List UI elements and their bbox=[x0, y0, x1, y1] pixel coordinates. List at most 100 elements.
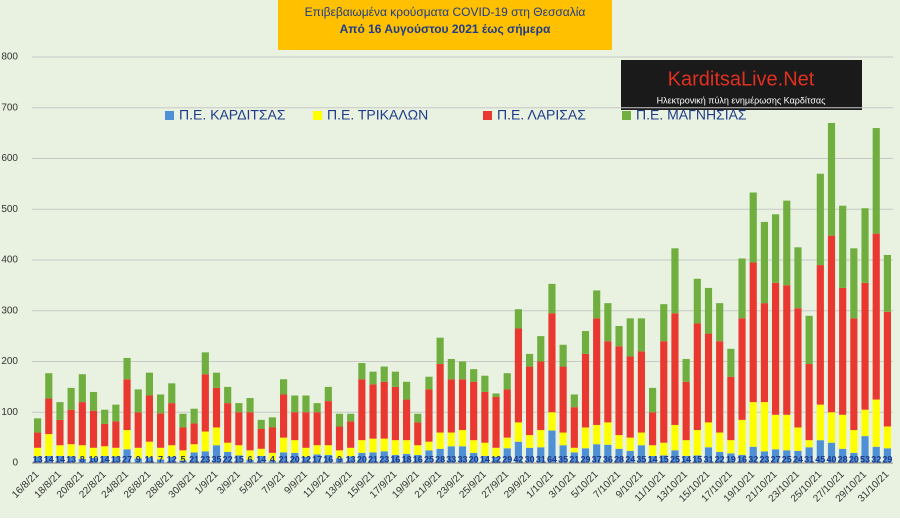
data-label: 7 bbox=[158, 454, 163, 464]
bar-segment bbox=[872, 128, 880, 234]
logo-box bbox=[621, 60, 862, 110]
bar-segment bbox=[626, 450, 634, 463]
y-tick-label: 100 bbox=[1, 407, 18, 418]
data-label: 16 bbox=[413, 454, 423, 464]
data-label: 22 bbox=[715, 454, 725, 464]
bar-segment bbox=[716, 432, 724, 452]
bar-segment bbox=[112, 404, 120, 422]
bar-segment bbox=[89, 391, 98, 411]
bar-segment bbox=[794, 308, 802, 428]
bar-segment bbox=[704, 287, 713, 334]
bar-segment bbox=[212, 445, 221, 463]
bar-segment bbox=[268, 417, 276, 428]
bar-segment bbox=[168, 403, 176, 446]
bar-segment bbox=[526, 447, 534, 463]
bar-segment bbox=[78, 402, 86, 446]
bar-segment bbox=[794, 247, 802, 309]
bar-segment bbox=[313, 412, 321, 446]
bar-segment bbox=[358, 452, 366, 463]
bar-segment bbox=[637, 351, 645, 433]
bar-segment bbox=[503, 373, 511, 390]
data-label: 29 bbox=[882, 454, 892, 464]
bar-segment bbox=[481, 455, 489, 463]
bar-segment bbox=[548, 412, 556, 431]
data-label: 13 bbox=[66, 454, 76, 464]
bar-segment bbox=[716, 451, 724, 463]
bar-segment bbox=[45, 455, 53, 463]
bar-segment bbox=[682, 440, 690, 456]
y-tick-label: 300 bbox=[1, 305, 18, 316]
bar-segment bbox=[637, 318, 645, 352]
y-tick-label: 0 bbox=[12, 458, 18, 469]
data-label: 30 bbox=[525, 454, 535, 464]
bar-segment bbox=[157, 459, 165, 463]
bar-segment bbox=[201, 451, 209, 463]
data-label: 31 bbox=[804, 454, 814, 464]
bar-segment bbox=[704, 333, 713, 423]
bar-segment bbox=[660, 341, 668, 443]
bar-segment bbox=[615, 448, 623, 463]
data-label: 45 bbox=[815, 454, 825, 464]
bar-segment bbox=[291, 440, 299, 453]
bar-segment bbox=[268, 452, 276, 461]
bar-segment bbox=[201, 374, 209, 432]
bar-segment bbox=[56, 455, 64, 463]
bar-segment bbox=[347, 447, 355, 457]
bar-segment bbox=[157, 413, 165, 448]
bar-segment bbox=[470, 452, 478, 463]
data-label: 36 bbox=[603, 454, 613, 464]
bar-segment bbox=[268, 427, 276, 453]
bar-segment bbox=[805, 315, 813, 365]
bar-segment bbox=[593, 444, 601, 463]
bar-segment bbox=[190, 423, 198, 445]
bar-segment bbox=[458, 446, 467, 463]
bar-segment bbox=[246, 459, 254, 463]
bar-segment bbox=[403, 453, 411, 463]
bar-segment bbox=[45, 434, 53, 456]
bar-segment bbox=[414, 413, 422, 423]
bar-segment bbox=[403, 381, 411, 400]
bar-segment bbox=[593, 318, 601, 425]
bar-segment bbox=[403, 399, 411, 441]
bar-segment bbox=[34, 432, 42, 448]
bar-segment bbox=[626, 318, 634, 357]
data-label: 10 bbox=[88, 454, 98, 464]
bar-segment bbox=[179, 413, 187, 428]
bar-segment bbox=[850, 318, 858, 431]
bar-segment bbox=[839, 414, 847, 449]
bar-segment bbox=[447, 379, 455, 433]
bar-segment bbox=[56, 419, 64, 446]
bar-segment bbox=[581, 448, 590, 463]
bar-segment bbox=[615, 346, 623, 436]
bar-segment bbox=[391, 440, 399, 455]
data-label: 13 bbox=[33, 454, 43, 464]
bar-segment bbox=[548, 430, 556, 463]
logo-tagline: Ηλεκτρονική πύλη ενημέρωσης Καρδίτσας bbox=[657, 95, 827, 105]
bar-segment bbox=[380, 451, 388, 463]
bar-segment bbox=[425, 441, 433, 451]
bar-segment bbox=[503, 448, 511, 463]
bar-segment bbox=[537, 447, 545, 463]
bar-segment bbox=[78, 374, 86, 403]
bar-segment bbox=[347, 413, 355, 422]
bar-segment bbox=[369, 452, 377, 463]
bar-segment bbox=[347, 421, 355, 448]
bar-segment bbox=[693, 278, 701, 324]
y-tick-label: 200 bbox=[1, 356, 18, 367]
legend-swatch bbox=[165, 111, 174, 120]
data-label: 13 bbox=[111, 454, 121, 464]
bar-segment bbox=[783, 200, 791, 286]
bar-segment bbox=[224, 451, 232, 463]
bar-segment bbox=[626, 437, 634, 451]
bar-segment bbox=[537, 430, 545, 448]
bar-segment bbox=[313, 445, 321, 455]
data-label: 21 bbox=[189, 454, 199, 464]
bar-segment bbox=[447, 358, 455, 380]
data-label: 53 bbox=[860, 454, 870, 464]
bar-segment bbox=[481, 391, 489, 443]
bar-segment bbox=[145, 441, 153, 458]
data-label: 12 bbox=[167, 454, 177, 464]
bar-segment bbox=[727, 453, 735, 463]
data-label: 25 bbox=[424, 454, 434, 464]
bar-segment bbox=[850, 430, 858, 453]
